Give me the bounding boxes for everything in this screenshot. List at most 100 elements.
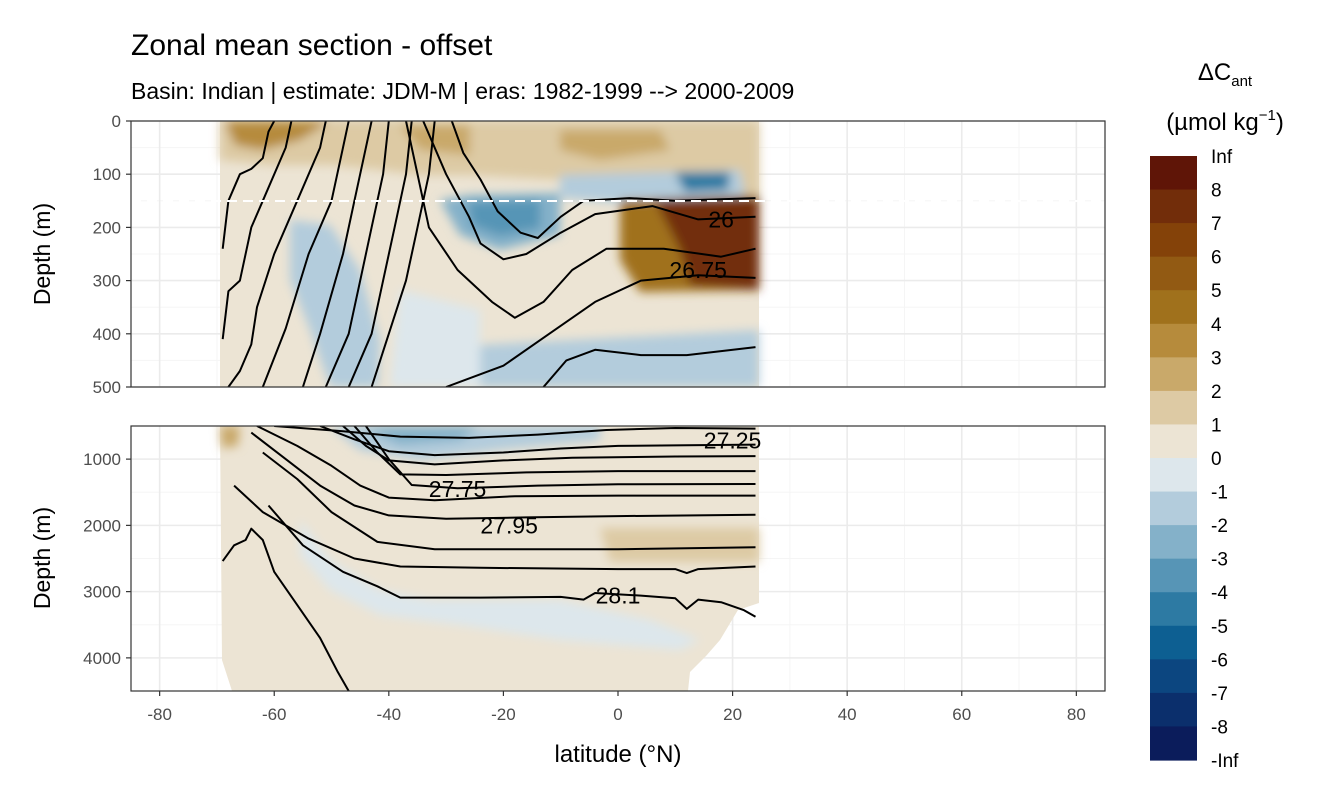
legend-swatch	[1150, 726, 1197, 761]
legend-unit-close: )	[1276, 109, 1284, 136]
contour-labels-upper: 26 26.75	[669, 206, 733, 283]
legend-swatch	[1150, 659, 1197, 694]
patch-cold-deep-east	[480, 330, 759, 387]
contour-label: 27.25	[704, 428, 762, 454]
isopycnal-contour	[221, 527, 350, 691]
isopycnal-contour	[319, 426, 756, 457]
legend-label: 7	[1211, 214, 1222, 235]
legend-label: -3	[1211, 550, 1228, 571]
fill-upper	[220, 121, 759, 387]
x-tick-label: 80	[1067, 705, 1086, 724]
patch-warm-east	[600, 528, 759, 562]
y-axis-title-upper: Depth (m)	[29, 203, 55, 305]
y-tick-label: 500	[93, 378, 121, 397]
panel-lower: 27.25 27.75 27.95 28.1 1000 2000 3000 4000 Dep…	[29, 425, 1106, 692]
legend-swatch	[1150, 390, 1197, 426]
isopycnal-contour	[233, 484, 756, 575]
legend-title-subscript: ant	[1231, 73, 1253, 90]
isopycnal-contour	[256, 426, 756, 502]
y-axis-lower: 1000 2000 3000 4000	[83, 450, 131, 668]
isopycnal-contour	[542, 346, 756, 387]
legend-swatch	[1150, 424, 1197, 459]
y-axis-title-lower: Depth (m)	[29, 507, 55, 609]
isopycnal-contour	[422, 121, 756, 261]
y-tick-label: 1000	[83, 450, 121, 469]
patch-cold-east-core	[675, 172, 730, 192]
isopycnal-contour	[267, 504, 756, 618]
legend-label: 5	[1211, 281, 1222, 302]
legend-unit-superscript: −1	[1259, 107, 1276, 124]
y-tick-label: 100	[93, 165, 121, 184]
x-tick-label: 20	[723, 705, 742, 724]
chart-title: Zonal mean section - offset	[131, 29, 493, 62]
patch-warm-sw	[220, 426, 240, 448]
x-axis: -80 -60 -40 -20 0 20 40 60 80	[147, 691, 1086, 724]
isopycnal-contour	[445, 274, 756, 387]
isopycnal-contour	[221, 121, 293, 340]
isopycnal-contour	[324, 121, 390, 387]
isopycnal-contour	[262, 451, 756, 551]
legend-swatch	[1150, 625, 1197, 660]
isopycnal-contour	[261, 121, 350, 387]
isopycnal-contour	[365, 426, 756, 490]
legend-label: -7	[1211, 684, 1228, 705]
isopycnal-contour	[227, 121, 327, 387]
legend-label: Inf	[1211, 147, 1233, 168]
contour-labels-lower: 27.25 27.75 27.95 28.1	[429, 428, 762, 609]
legend-label: -5	[1211, 617, 1228, 638]
patch-cold-upper-core	[360, 426, 480, 445]
legend-title-main: ΔC	[1198, 59, 1231, 86]
contour-label: 27.95	[480, 512, 538, 538]
anomaly-patches-upper	[220, 121, 759, 387]
isopycnal-contour	[301, 121, 373, 387]
isopycnal-contour	[347, 121, 413, 387]
chart-subtitle: Basin: Indian | estimate: JDM-M | eras: …	[131, 78, 794, 104]
legend-swatch	[1150, 156, 1197, 191]
legend-swatch	[1150, 525, 1197, 560]
legend-swatch	[1150, 323, 1197, 358]
legend-swatch	[1150, 189, 1197, 224]
isopycnal-contour	[405, 121, 756, 319]
patch-warm-core-center	[400, 125, 470, 155]
legend-label: -6	[1211, 650, 1228, 671]
legend-unit: (µmol kg−1)	[1166, 107, 1284, 136]
legend-swatch	[1150, 558, 1197, 593]
legend-swatch	[1150, 491, 1197, 526]
patch-warm-core-east	[560, 130, 670, 160]
legend-label: 6	[1211, 248, 1222, 269]
y-tick-label: 300	[93, 272, 121, 291]
isopycnal-contour	[370, 121, 436, 387]
contour-label: 27.75	[429, 476, 487, 502]
legend-label: 0	[1211, 449, 1222, 470]
legend: ΔCant (µmol kg−1) Inf 8 7 6 5 4 3 2 1 0 -1 -2 -3 -4 -5…	[1150, 59, 1284, 772]
legend-label: -2	[1211, 516, 1228, 537]
isopycnal-contour	[450, 121, 756, 239]
legend-label: 8	[1211, 181, 1222, 202]
legend-swatch	[1150, 223, 1197, 258]
legend-label: 3	[1211, 348, 1222, 369]
y-axis-upper: 0 100 200 300 400 500	[93, 112, 131, 397]
legend-label: 2	[1211, 382, 1222, 403]
isopycnals-upper	[221, 121, 756, 387]
legend-swatch	[1150, 357, 1197, 392]
isopycnals-lower	[221, 426, 756, 691]
legend-label: -Inf	[1211, 751, 1239, 772]
x-tick-label: -80	[147, 705, 172, 724]
y-tick-label: 4000	[83, 649, 121, 668]
contour-label: 26.75	[669, 257, 727, 283]
x-tick-label: -40	[377, 705, 402, 724]
legend-swatch	[1150, 290, 1197, 325]
legend-label: 4	[1211, 315, 1222, 336]
x-tick-label: -20	[491, 705, 516, 724]
anomaly-patches-lower	[220, 426, 759, 650]
y-tick-label: 3000	[83, 583, 121, 602]
legend-label: 1	[1211, 415, 1222, 436]
isopycnal-contour	[274, 426, 756, 439]
x-tick-label: -60	[262, 705, 287, 724]
legend-colorbar	[1150, 156, 1197, 761]
isopycnal-contour	[250, 431, 756, 520]
legend-swatch	[1150, 458, 1197, 493]
legend-label: -8	[1211, 717, 1228, 738]
x-tick-label: 40	[838, 705, 857, 724]
